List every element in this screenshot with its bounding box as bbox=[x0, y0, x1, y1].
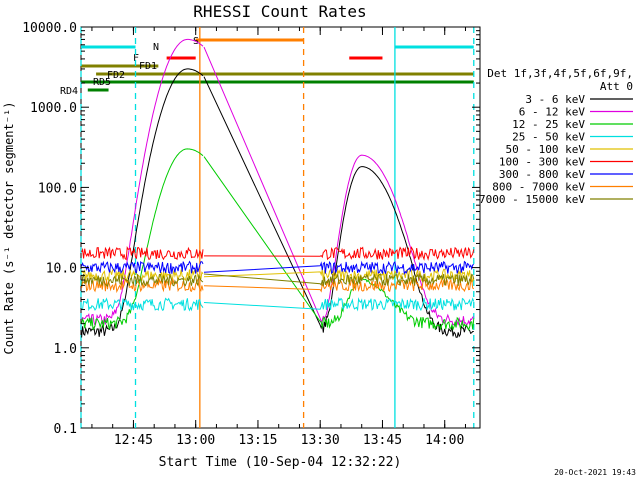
legend-header-line2: Att 0 bbox=[600, 80, 633, 93]
x-tick-label: 12:45 bbox=[114, 433, 153, 448]
legend-label: 7000 - 15000 keV bbox=[479, 193, 585, 206]
legend-label: 12 - 25 keV bbox=[512, 118, 585, 131]
series-300to800kev-part2 bbox=[203, 260, 475, 276]
y-tick-label: 10000.0 bbox=[22, 21, 77, 36]
chart-title: RHESSI Count Rates bbox=[193, 2, 366, 21]
flag-label-f: F bbox=[133, 53, 139, 64]
vertical-markers bbox=[80, 27, 475, 428]
series-3to6kev-part1 bbox=[81, 68, 204, 338]
x-tick-label: 13:45 bbox=[363, 433, 402, 448]
y-tick-label: 1.0 bbox=[54, 342, 77, 357]
y-tick-label: 100.0 bbox=[38, 181, 77, 196]
flag-label-fd1: FD1 bbox=[139, 61, 157, 72]
legend-label: 25 - 50 keV bbox=[512, 131, 585, 144]
x-tick-label: 13:30 bbox=[301, 433, 340, 448]
series-300to800kev-part1 bbox=[81, 260, 204, 275]
legend-label: 300 - 800 keV bbox=[499, 168, 585, 181]
flag-label-fd2: FD2 bbox=[107, 70, 125, 81]
y-tick-label: 1000.0 bbox=[30, 101, 77, 116]
series-25to50kev-part1 bbox=[81, 297, 204, 312]
series-6to12kev-part1 bbox=[81, 38, 204, 328]
plot-frame bbox=[80, 26, 481, 429]
x-axis-label: Start Time (10-Sep-04 12:32:22) bbox=[159, 455, 402, 470]
y-tick-label: 0.1 bbox=[54, 422, 77, 437]
flag-label-rd5: RD5 bbox=[93, 77, 111, 88]
y-tick-label: 10.0 bbox=[46, 262, 77, 277]
legend-label: 6 - 12 keV bbox=[519, 106, 586, 119]
series-6to12kev-part2 bbox=[203, 46, 474, 327]
legend-header-line1: Det 1f,3f,4f,5f,6f,9f, bbox=[487, 67, 633, 80]
x-tick-label: 13:00 bbox=[176, 433, 215, 448]
series-50to100kev-part2 bbox=[203, 267, 475, 283]
x-tick-label: 13:15 bbox=[238, 433, 277, 448]
series-800to7000kev-part1 bbox=[81, 277, 204, 294]
series-7000to15000kev-part1 bbox=[81, 273, 204, 288]
series-100to300kev-part1 bbox=[81, 245, 204, 261]
legend-label: 3 - 6 keV bbox=[525, 93, 585, 106]
series-7000to15000kev-part2 bbox=[203, 272, 475, 287]
legend-label: 800 - 7000 keV bbox=[492, 181, 585, 194]
legend: Det 1f,3f,4f,5f,6f,9f, Att 0 3 - 6 keV6 … bbox=[479, 67, 633, 206]
series-3to6kev-part2 bbox=[203, 76, 474, 338]
flag-label-rd4: RD4 bbox=[60, 86, 78, 97]
series-800to7000kev-part2 bbox=[203, 278, 475, 293]
legend-label: 50 - 100 keV bbox=[506, 143, 586, 156]
legend-label: 100 - 300 keV bbox=[499, 156, 585, 169]
series-50to100kev-part1 bbox=[81, 268, 204, 283]
axis-ticks: 12:45 13:00 13:15 13:30 13:45 14:00 0.1 1.0 10.0… bbox=[22, 21, 480, 448]
series-lines bbox=[81, 38, 475, 338]
y-axis-label: Count Rate (s⁻¹ detector segment⁻¹) bbox=[2, 102, 16, 355]
footer-timestamp: 20-Oct-2021 19:43 bbox=[554, 468, 636, 477]
flag-label-n: N bbox=[153, 42, 159, 53]
series-100to300kev-part2 bbox=[203, 246, 475, 261]
series-25to50kev-part2 bbox=[203, 297, 475, 312]
x-tick-label: 14:00 bbox=[425, 433, 464, 448]
series-12to25kev-part1 bbox=[81, 148, 204, 331]
